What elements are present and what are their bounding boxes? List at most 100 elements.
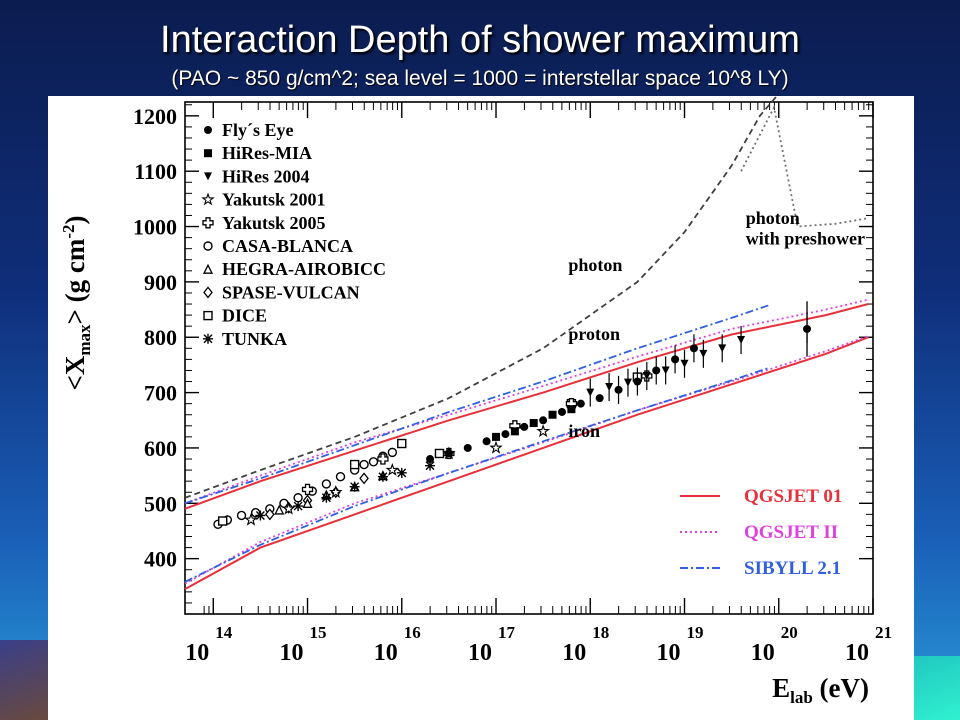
- x-tick-label-base: 10: [468, 640, 492, 666]
- data-point: [501, 430, 510, 439]
- data-point: [293, 501, 304, 512]
- data-point: [349, 481, 360, 492]
- y-tick-label: 1000: [133, 215, 177, 240]
- x-tick-label-exp: 17: [498, 623, 515, 642]
- legend-model-label: QGSJET II: [744, 522, 838, 543]
- series-line-proton-2: [184, 303, 869, 510]
- data-point: [680, 359, 689, 368]
- data-point: [397, 438, 407, 449]
- data-point: [396, 467, 407, 478]
- series-line-iron-6: [184, 335, 869, 585]
- legend-experiment-label: SPASE-VULCAN: [222, 282, 360, 302]
- y-label-part-0: <X: [60, 355, 90, 390]
- y-tick-label: 500: [144, 491, 177, 516]
- x-label-sub: lab: [790, 688, 813, 707]
- annotation-0: photon: [568, 255, 622, 275]
- data-point: [203, 310, 213, 321]
- x-tick-label-base: 10: [280, 640, 304, 666]
- legend-experiment-label: Yakutsk 2001: [222, 190, 326, 210]
- slide-title: Interaction Depth of shower maximum: [160, 19, 800, 61]
- x-label-unit: (eV): [813, 673, 869, 703]
- data-point: [444, 449, 453, 458]
- x-tick-label-base: 10: [657, 640, 681, 666]
- y-label-part-2: > (g cm: [60, 238, 90, 324]
- x-tick-label-exp: 18: [592, 623, 609, 642]
- series-line-iron-7: [184, 366, 770, 583]
- data-point: [377, 471, 388, 482]
- y-axis: 400 500 600 700 800 900 1000 1100 1200: [133, 104, 873, 604]
- data-point: [236, 510, 247, 521]
- legend-experiments: Fly´s Eye HiRes-MIA HiRes 2004 Yakutsk 2001…: [201, 120, 386, 349]
- annotation-4: with preshower: [746, 228, 865, 248]
- data-point: [718, 344, 727, 353]
- data-point: [463, 443, 472, 452]
- data-point: [614, 385, 623, 394]
- data-point: [321, 492, 332, 503]
- data-point: [510, 427, 519, 436]
- legend-experiment-label: DICE: [222, 306, 267, 326]
- data-point: [335, 472, 346, 482]
- data-point: [301, 483, 314, 496]
- y-tick-label: 1100: [134, 159, 177, 184]
- plot-frame: [184, 101, 874, 615]
- slide-subtitle: (PAO ~ 850 g/cm^2; sea level = 1000 = in…: [171, 67, 789, 90]
- data-point: [434, 448, 445, 459]
- series-line-photon-1: [740, 104, 869, 228]
- data-point: [492, 432, 501, 441]
- legend-experiment-label: Yakutsk 2005: [222, 213, 326, 233]
- model-curves: [184, 96, 869, 590]
- data-point: [539, 416, 548, 425]
- y-label-part-1: max: [75, 324, 94, 356]
- x-tick-label-exp: 21: [875, 623, 892, 642]
- data-point: [264, 508, 275, 521]
- data-point: [520, 422, 529, 431]
- x-label-main: E: [772, 673, 790, 703]
- data-point: [203, 333, 213, 344]
- annotation-2: iron: [568, 421, 600, 441]
- data-point: [329, 485, 343, 499]
- data-point: [425, 460, 436, 471]
- data-point: [567, 405, 576, 414]
- x-tick-label-base: 10: [845, 640, 869, 666]
- data-point: [576, 399, 585, 408]
- y-tick-label: 400: [144, 547, 177, 572]
- data-point: [671, 355, 680, 364]
- data-point: [623, 378, 632, 387]
- data-point: [548, 410, 557, 419]
- y-tick-label: 1200: [133, 104, 177, 129]
- data-point: [202, 263, 214, 274]
- data-points: [213, 301, 812, 530]
- y-label-part-4: ): [60, 215, 90, 224]
- data-point: [652, 366, 661, 375]
- data-point: [202, 217, 214, 229]
- series-line-iron-5: [184, 336, 869, 590]
- legend-experiment-label: HiRes 2004: [222, 166, 310, 186]
- data-point: [204, 126, 212, 134]
- data-point: [274, 504, 285, 515]
- data-point: [387, 447, 398, 458]
- x-tick-label-exp: 19: [687, 623, 704, 642]
- data-point: [204, 149, 212, 158]
- series-line-proton-4: [184, 304, 770, 505]
- y-tick-label: 900: [144, 270, 177, 295]
- data-point: [426, 455, 435, 464]
- data-point: [595, 394, 604, 403]
- data-point: [204, 172, 212, 181]
- x-tick-label-base: 10: [185, 640, 209, 666]
- x-tick-label-exp: 20: [781, 623, 798, 642]
- x-tick-label-exp: 14: [215, 623, 233, 642]
- y-tick-label: 700: [144, 381, 177, 406]
- data-point: [203, 241, 213, 251]
- data-point: [203, 286, 213, 299]
- legend-experiment-label: Fly´s Eye: [222, 120, 294, 140]
- data-point: [661, 366, 670, 375]
- data-point: [605, 383, 614, 392]
- x-tick-label-exp: 15: [310, 623, 327, 642]
- data-point: [368, 457, 379, 467]
- data-point: [586, 388, 595, 397]
- data-point: [281, 501, 296, 515]
- data-point: [255, 510, 266, 521]
- data-point: [250, 508, 261, 518]
- data-point: [349, 459, 360, 470]
- y-tick-label: 800: [144, 325, 177, 350]
